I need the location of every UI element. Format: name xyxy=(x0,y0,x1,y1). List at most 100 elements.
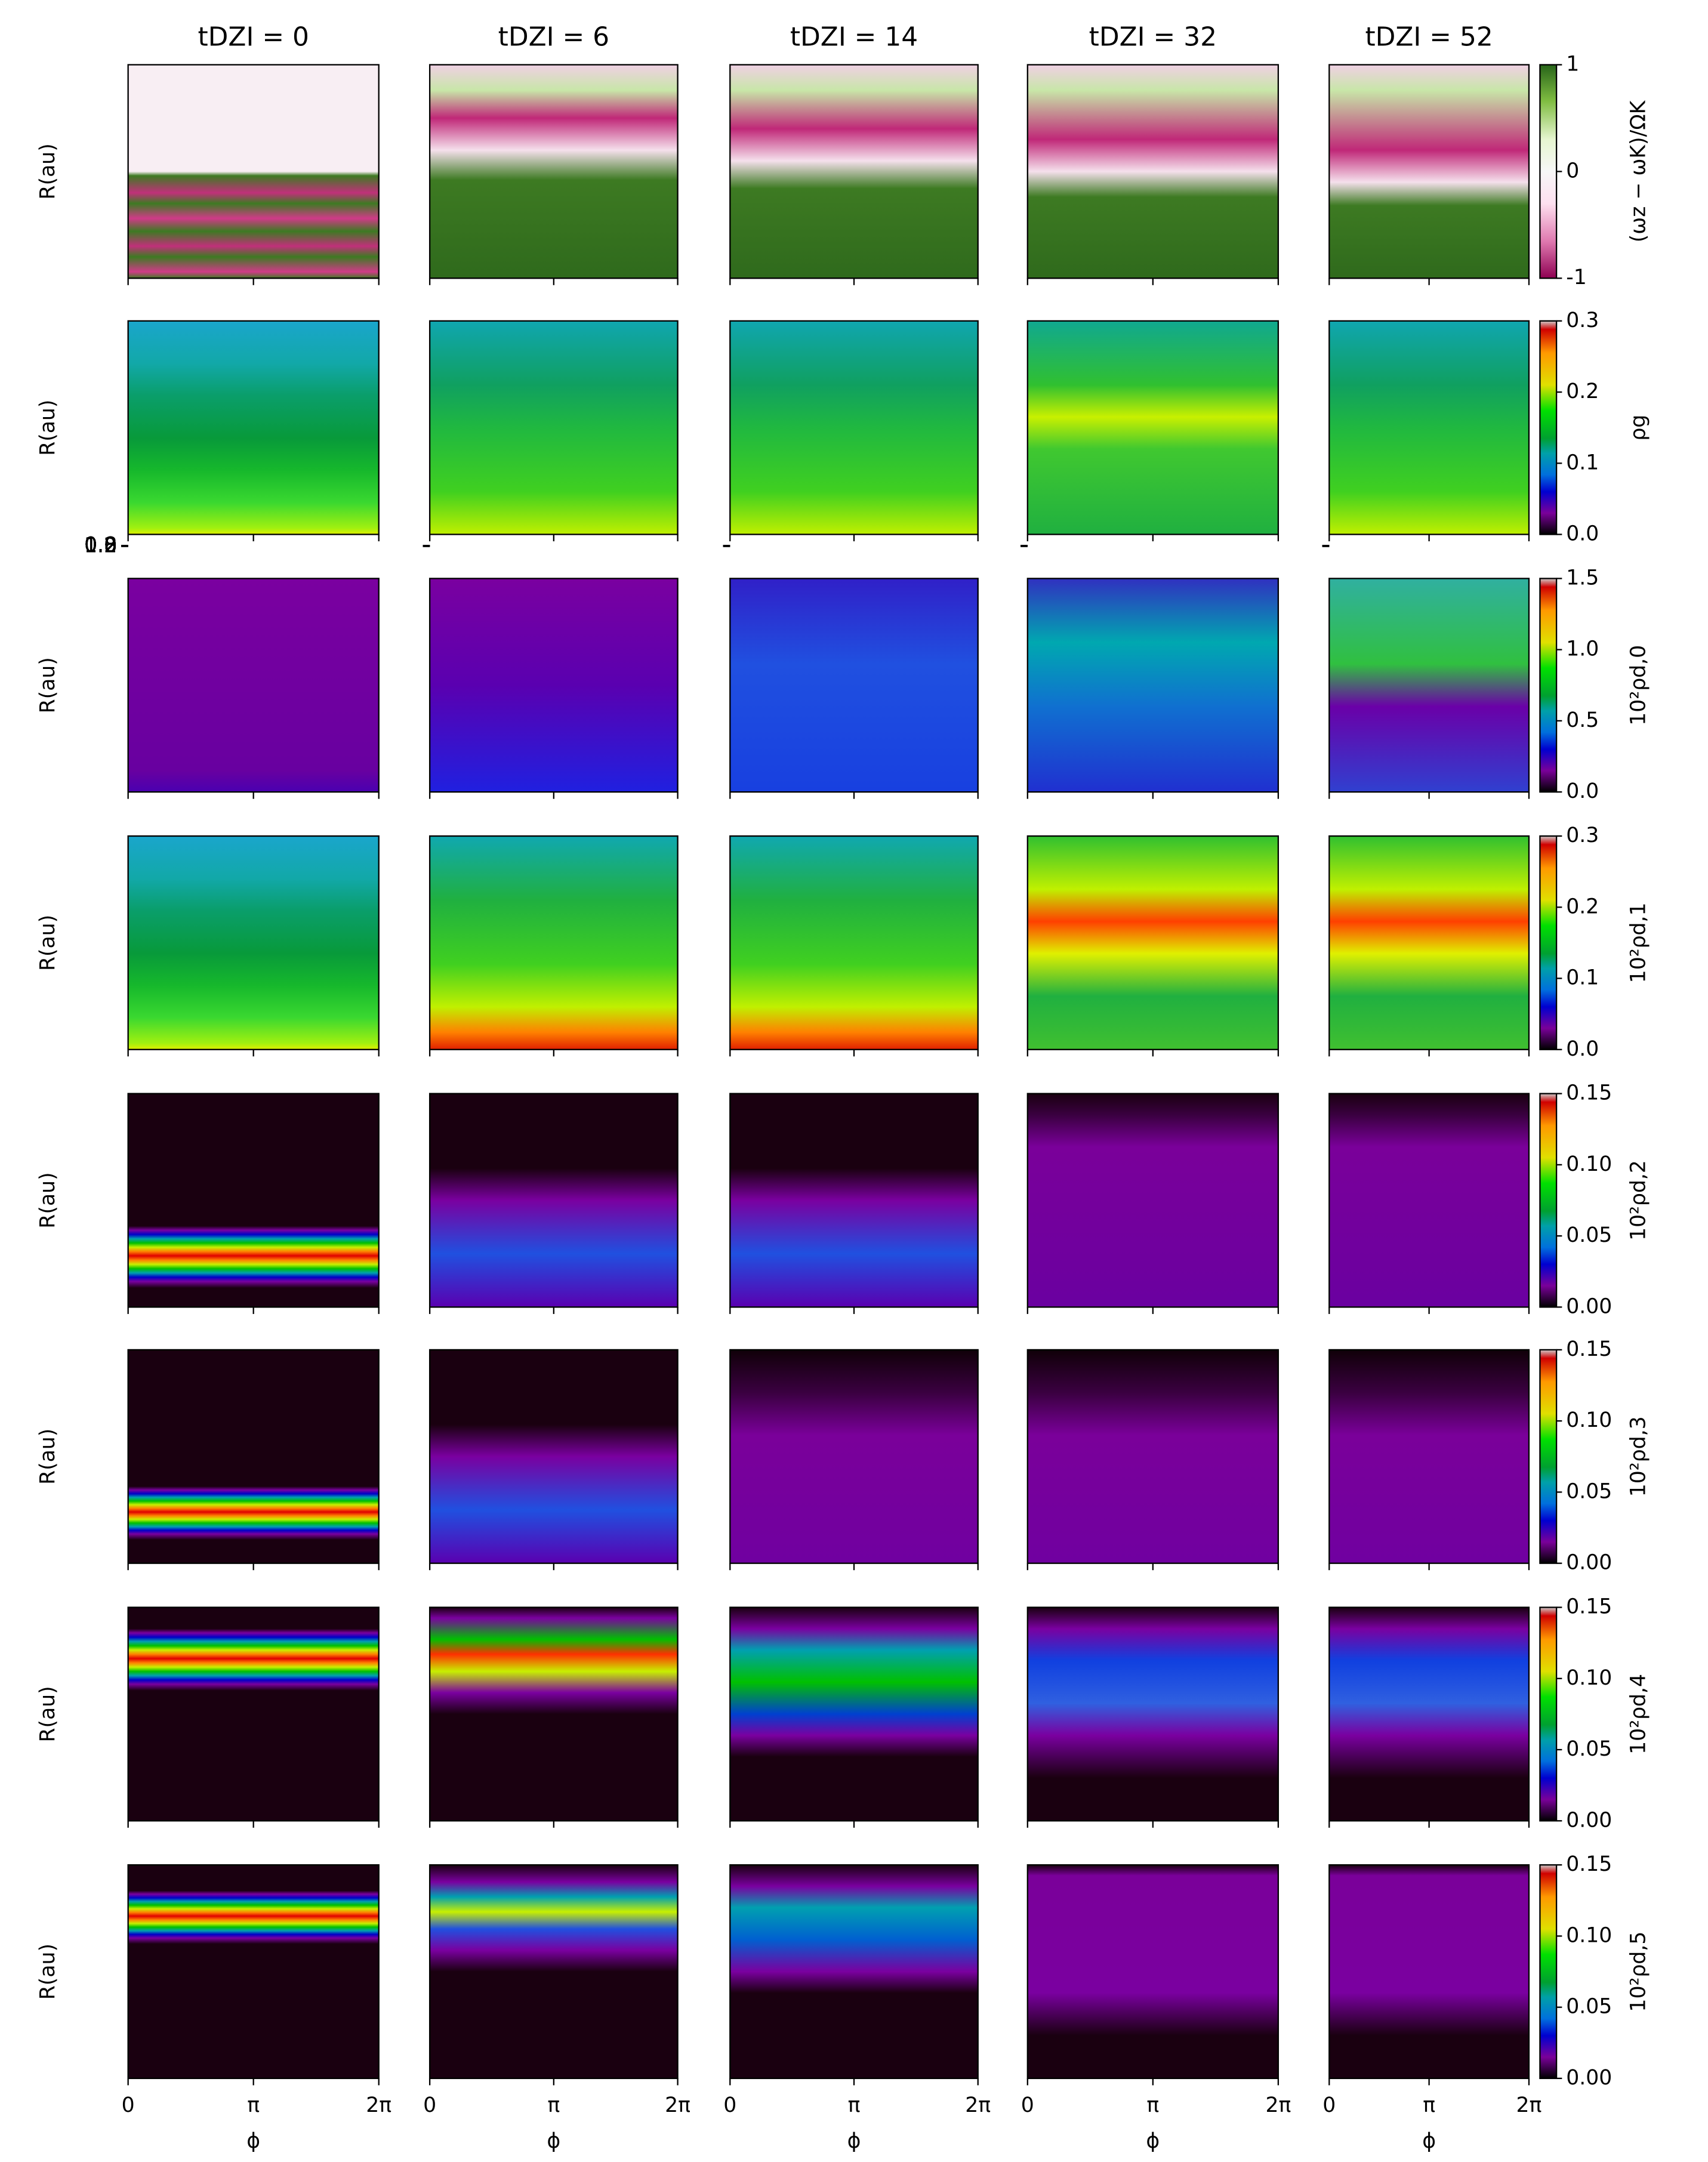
heatmap-panel xyxy=(127,1349,380,1564)
y-tick-label: 1.0 xyxy=(84,533,117,557)
colorbar-tick-label: 0.15 xyxy=(1566,1852,1612,1876)
colorbar-tick-label: 0.3 xyxy=(1566,824,1599,847)
x-tick-label: 0 xyxy=(1021,2093,1034,2117)
heatmap-panel xyxy=(1328,320,1530,535)
column-title: tDZI = 32 xyxy=(1089,22,1217,53)
heatmap-panel xyxy=(729,320,979,535)
y-axis-label: R(au) xyxy=(36,143,60,199)
y-tick-label: 1.0 xyxy=(84,533,117,557)
colorbar-tick-label: 0.10 xyxy=(1566,1408,1612,1432)
heatmap-panel xyxy=(1328,835,1530,1050)
x-tick-label: 2π xyxy=(965,2093,991,2117)
y-tick-label: 1.2 xyxy=(84,533,117,557)
y-tick-label: 1.0 xyxy=(84,533,117,557)
colorbar-tick-label: 1 xyxy=(1566,52,1579,76)
colorbar-label: 10²ρd,2 xyxy=(1627,1160,1651,1241)
colorbar xyxy=(1539,835,1558,1050)
y-tick-label: 0.8 xyxy=(84,533,117,557)
y-tick-label: 1.0 xyxy=(84,533,117,557)
heatmap-panel xyxy=(1026,1606,1280,1822)
heatmap-panel xyxy=(1328,1606,1530,1822)
y-tick-label: 0.8 xyxy=(84,533,117,557)
heatmap-panel xyxy=(1328,1864,1530,2080)
colorbar-tick-label: 0.05 xyxy=(1566,1223,1612,1247)
heatmap-panel xyxy=(1328,64,1530,279)
colorbar-tick-label: 0.2 xyxy=(1566,380,1599,403)
heatmap-panel xyxy=(1328,1093,1530,1308)
y-axis-label: R(au) xyxy=(36,1686,60,1742)
y-tick-label: 0.8 xyxy=(84,533,117,557)
colorbar-tick-label: 0.10 xyxy=(1566,1666,1612,1690)
x-tick-label: π xyxy=(848,2093,861,2117)
colorbar-tick-label: 0.05 xyxy=(1566,1737,1612,1761)
heatmap-panel xyxy=(729,1606,979,1822)
colorbar xyxy=(1539,320,1558,535)
y-axis-label: R(au) xyxy=(36,657,60,713)
colorbar-tick-label: 0.10 xyxy=(1566,1923,1612,1947)
colorbar xyxy=(1539,1349,1558,1564)
colorbar xyxy=(1539,578,1558,793)
heatmap-panel xyxy=(1328,578,1530,793)
colorbar-tick-label: 0.05 xyxy=(1566,1479,1612,1503)
colorbar-tick-label: 0.05 xyxy=(1566,1995,1612,2019)
colorbar-label: 10²ρd,4 xyxy=(1627,1674,1651,1754)
column-title: tDZI = 0 xyxy=(198,22,309,53)
x-axis-label: ϕ xyxy=(847,2129,861,2153)
y-axis-label: R(au) xyxy=(36,915,60,971)
x-tick-label: π xyxy=(1146,2093,1159,2117)
colorbar xyxy=(1539,64,1558,279)
heatmap-panel xyxy=(729,578,979,793)
heatmap-panel xyxy=(127,1606,380,1822)
colorbar-tick-label: 0.10 xyxy=(1566,1152,1612,1176)
y-axis-label: R(au) xyxy=(36,400,60,456)
colorbar-tick-label: 0.15 xyxy=(1566,1595,1612,1619)
y-tick-label: 1.2 xyxy=(84,533,117,557)
heatmap-panel xyxy=(428,1349,679,1564)
x-tick-label: 2π xyxy=(366,2093,391,2117)
heatmap-panel xyxy=(127,1864,380,2080)
column-title: tDZI = 52 xyxy=(1365,22,1493,53)
y-tick-label: 1.2 xyxy=(84,533,117,557)
y-tick-label: 1.2 xyxy=(84,533,117,557)
colorbar-tick-label: 0.00 xyxy=(1566,1551,1612,1575)
colorbar-tick-label: 0.0 xyxy=(1566,522,1599,546)
heatmap-panel xyxy=(729,835,979,1050)
heatmap-panel xyxy=(1026,1093,1280,1308)
colorbar xyxy=(1539,1606,1558,1822)
colorbar-tick-label: -1 xyxy=(1566,266,1587,289)
heatmap-panel xyxy=(127,1093,380,1308)
y-tick-label: 0.8 xyxy=(84,533,117,557)
colorbar-tick-label: 1.5 xyxy=(1566,566,1599,590)
heatmap-panel xyxy=(729,64,979,279)
y-tick-label: 1.0 xyxy=(84,533,117,557)
column-title: tDZI = 14 xyxy=(790,22,918,53)
x-tick-label: 0 xyxy=(723,2093,736,2117)
colorbar-tick-label: 0.0 xyxy=(1566,779,1599,803)
y-tick-label: 1.0 xyxy=(84,533,117,557)
y-tick-label: 0.8 xyxy=(84,533,117,557)
column-title: tDZI = 6 xyxy=(498,22,609,53)
x-axis-label: ϕ xyxy=(246,2129,260,2153)
heatmap-panel xyxy=(127,64,380,279)
colorbar-label: 10²ρd,0 xyxy=(1627,645,1651,726)
heatmap-panel xyxy=(1026,64,1280,279)
colorbar-label: 10²ρd,3 xyxy=(1627,1416,1651,1497)
colorbar-tick-label: 0.2 xyxy=(1566,895,1599,918)
y-tick-label: 0.8 xyxy=(84,533,117,557)
heatmap-panel xyxy=(428,64,679,279)
colorbar-tick-label: 0.1 xyxy=(1566,966,1599,990)
x-tick-label: π xyxy=(547,2093,560,2117)
x-axis-label: ϕ xyxy=(547,2129,560,2153)
heatmap-panel xyxy=(1026,578,1280,793)
heatmap-panel xyxy=(127,578,380,793)
x-tick-label: π xyxy=(1423,2093,1435,2117)
colorbar-label: 10²ρd,5 xyxy=(1627,1932,1651,2012)
x-axis-label: ϕ xyxy=(1146,2129,1160,2153)
y-tick-label: 0.8 xyxy=(84,533,117,557)
y-tick-label: 1.2 xyxy=(84,533,117,557)
y-tick-label: 1.2 xyxy=(84,533,117,557)
colorbar-tick-label: 0.3 xyxy=(1566,309,1599,332)
colorbar-tick-label: 0.15 xyxy=(1566,1337,1612,1361)
